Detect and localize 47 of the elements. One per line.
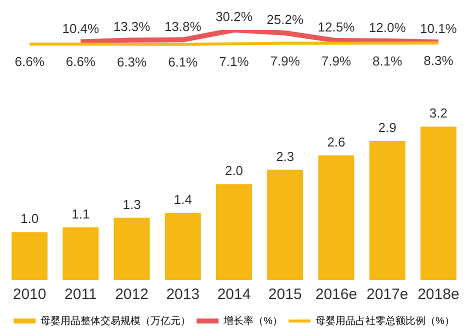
- data-label: 8.3%: [424, 53, 454, 68]
- data-label: 12.0%: [368, 20, 406, 35]
- bar: [318, 155, 354, 280]
- bar: [164, 212, 201, 280]
- data-label: 6.6%: [66, 54, 96, 70]
- bar: [12, 232, 48, 280]
- x-tick-label: 2017e: [366, 286, 408, 304]
- legend-label: 母婴用品整体交易规模（万亿元）: [40, 314, 191, 327]
- data-label: 7.9%: [270, 53, 300, 68]
- text: 母婴用品占社零总额比例（%）: [316, 316, 454, 327]
- data-label: 6.6%: [14, 54, 45, 70]
- data-label: 30.2%: [216, 9, 253, 24]
- data-label: 13.8%: [164, 18, 202, 34]
- data-label: 12.5%: [318, 20, 356, 35]
- bar: [420, 126, 456, 280]
- data-label: 1.0: [20, 211, 39, 226]
- data-label: 2.6: [327, 134, 346, 150]
- data-label: 2.3: [276, 148, 294, 164]
- bar: [369, 141, 406, 280]
- bar: [114, 218, 150, 280]
- data-label: 10.4%: [62, 20, 100, 36]
- x-tick-label: 2016e: [315, 286, 358, 304]
- data-label: 2.9: [378, 120, 396, 136]
- data-label: 7.1%: [219, 54, 250, 69]
- data-label: 8.1%: [372, 53, 403, 68]
- data-label: 1.1: [72, 206, 90, 222]
- x-tick-label: 2010: [12, 286, 46, 304]
- data-label: 6.3%: [116, 54, 148, 70]
- x-tick-label: 2014: [217, 286, 251, 304]
- x-tick-label: 2015: [268, 286, 302, 304]
- text: 增长率（%）: [224, 316, 283, 327]
- x-tick-label: 2013: [166, 286, 200, 304]
- data-label: 13.3%: [113, 19, 151, 34]
- data-label: 7.9%: [321, 53, 352, 68]
- x-tick-label: 2012: [115, 286, 148, 304]
- data-label: 1.4: [174, 192, 192, 207]
- data-label: 2.0: [224, 163, 244, 178]
- bar: [216, 184, 252, 280]
- data-label: 3.2: [429, 106, 448, 121]
- x-tick-label: 2011: [64, 286, 97, 304]
- data-label: 25.2%: [266, 12, 304, 28]
- bar: [62, 227, 99, 280]
- data-label: 1.3: [122, 196, 141, 212]
- bar: [267, 170, 304, 280]
- data-label: 10.1%: [420, 21, 458, 36]
- x-tick-label: 2018e: [418, 286, 460, 304]
- data-label: 6.1%: [168, 54, 198, 70]
